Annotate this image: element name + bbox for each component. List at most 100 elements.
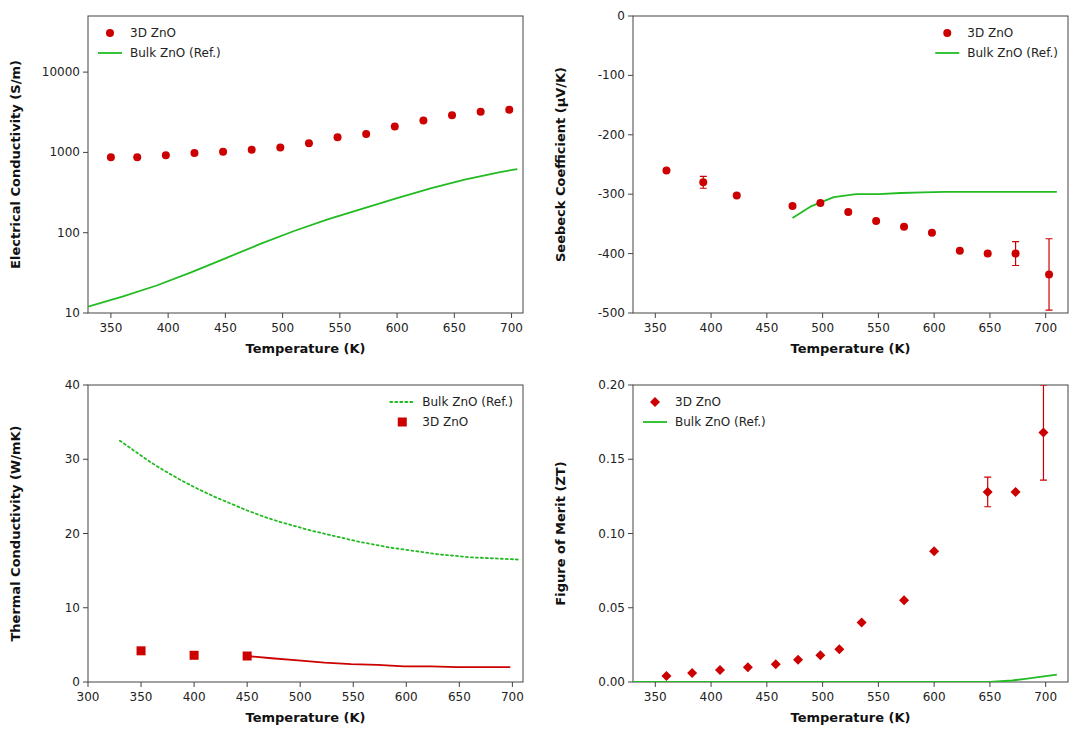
x-tick-label: 700 xyxy=(501,690,524,704)
data-point xyxy=(687,668,697,678)
y-tick-label: -300 xyxy=(598,187,625,201)
x-tick-label: 450 xyxy=(755,321,778,335)
x-tick xyxy=(353,682,354,687)
data-point xyxy=(956,247,964,255)
y-tick-label: 10000 xyxy=(42,65,80,79)
x-tick-label: 600 xyxy=(923,690,946,704)
y-tick xyxy=(628,313,633,314)
data-point xyxy=(793,655,803,665)
x-tick-label: 500 xyxy=(289,690,312,704)
y-tick xyxy=(83,232,88,233)
y-axis-label: Seebeck Coefficient (μV/K) xyxy=(553,67,568,262)
data-point xyxy=(1045,270,1053,278)
data-point xyxy=(743,662,753,672)
data-point xyxy=(733,191,741,199)
y-tick xyxy=(628,75,633,76)
series-line xyxy=(247,656,510,667)
data-point xyxy=(190,149,198,157)
legend-label: Bulk ZnO (Ref.) xyxy=(967,46,1058,60)
data-point xyxy=(834,644,844,654)
data-point xyxy=(137,646,146,655)
data-point xyxy=(276,144,284,152)
y-tick-label: -500 xyxy=(598,306,625,320)
x-tick xyxy=(878,313,879,318)
x-tick-label: 600 xyxy=(923,321,946,335)
legend: 3D ZnOBulk ZnO (Ref.) xyxy=(935,26,1058,60)
x-tick-label: 450 xyxy=(755,690,778,704)
background xyxy=(0,0,1090,738)
x-tick-label: 650 xyxy=(978,690,1001,704)
y-tick xyxy=(628,459,633,460)
x-tick-label: 400 xyxy=(183,690,206,704)
x-tick xyxy=(397,313,398,318)
y-tick-label: 0.20 xyxy=(598,378,625,392)
x-tick xyxy=(141,682,142,687)
data-point xyxy=(900,223,908,231)
x-tick xyxy=(225,313,226,318)
data-point xyxy=(662,166,670,174)
plot-frame xyxy=(88,16,523,313)
x-tick xyxy=(766,313,767,318)
plot-data xyxy=(120,441,518,667)
y-tick xyxy=(83,313,88,314)
data-point xyxy=(872,217,880,225)
legend-swatch xyxy=(943,29,951,37)
y-axis-label: Thermal Conductivity (W/mK) xyxy=(8,425,23,641)
y-tick xyxy=(83,607,88,608)
y-tick-label: 10 xyxy=(65,306,80,320)
y-tick xyxy=(83,459,88,460)
x-axis-label: Temperature (K) xyxy=(791,710,911,725)
x-tick-label: 400 xyxy=(157,321,180,335)
x-tick-label: 350 xyxy=(644,321,667,335)
x-axis-label: Temperature (K) xyxy=(246,710,366,725)
data-point xyxy=(899,595,909,605)
panel: 300350400450500550600650700010203040Temp… xyxy=(8,378,524,725)
data-point xyxy=(844,208,852,216)
y-tick-label: -200 xyxy=(598,128,625,142)
data-point xyxy=(362,130,370,138)
x-tick xyxy=(300,682,301,687)
data-point xyxy=(419,116,427,124)
x-tick-label: 350 xyxy=(130,690,153,704)
y-tick-label: 100 xyxy=(57,226,80,240)
figure: 35040045050055060065070010100100010000Te… xyxy=(0,0,1090,738)
x-tick-label: 400 xyxy=(700,690,723,704)
x-tick xyxy=(1045,682,1046,687)
y-tick xyxy=(628,134,633,135)
legend: 3D ZnOBulk ZnO (Ref.) xyxy=(98,26,221,60)
panel: 3504004505005506006507000-100-200-300-40… xyxy=(553,9,1068,356)
series-line xyxy=(88,169,517,307)
y-tick xyxy=(628,194,633,195)
data-point xyxy=(334,133,342,141)
data-point xyxy=(816,199,824,207)
legend-swatch xyxy=(935,52,959,54)
x-tick xyxy=(194,682,195,687)
error-bar xyxy=(700,176,707,188)
y-tick-label: 0 xyxy=(617,9,625,23)
y-tick-label: -400 xyxy=(598,247,625,261)
y-tick xyxy=(83,385,88,386)
data-point xyxy=(1012,250,1020,258)
x-tick-label: 700 xyxy=(1034,321,1057,335)
data-point xyxy=(248,146,256,154)
series-line xyxy=(120,441,518,560)
x-tick xyxy=(934,682,935,687)
x-tick-label: 600 xyxy=(386,321,409,335)
data-point xyxy=(477,108,485,116)
data-point xyxy=(715,665,725,675)
x-tick-label: 650 xyxy=(448,690,471,704)
x-tick xyxy=(459,682,460,687)
data-point xyxy=(983,487,993,497)
y-tick xyxy=(628,533,633,534)
y-tick-label: 20 xyxy=(65,527,80,541)
x-tick-label: 650 xyxy=(443,321,466,335)
x-axis-label: Temperature (K) xyxy=(246,341,366,356)
plot-frame xyxy=(633,385,1068,682)
y-tick-label: 40 xyxy=(65,378,80,392)
x-tick xyxy=(822,313,823,318)
data-point xyxy=(1038,428,1048,438)
y-tick-label: 0.15 xyxy=(598,452,625,466)
x-tick xyxy=(655,313,656,318)
x-tick xyxy=(766,682,767,687)
x-tick-label: 550 xyxy=(328,321,351,335)
